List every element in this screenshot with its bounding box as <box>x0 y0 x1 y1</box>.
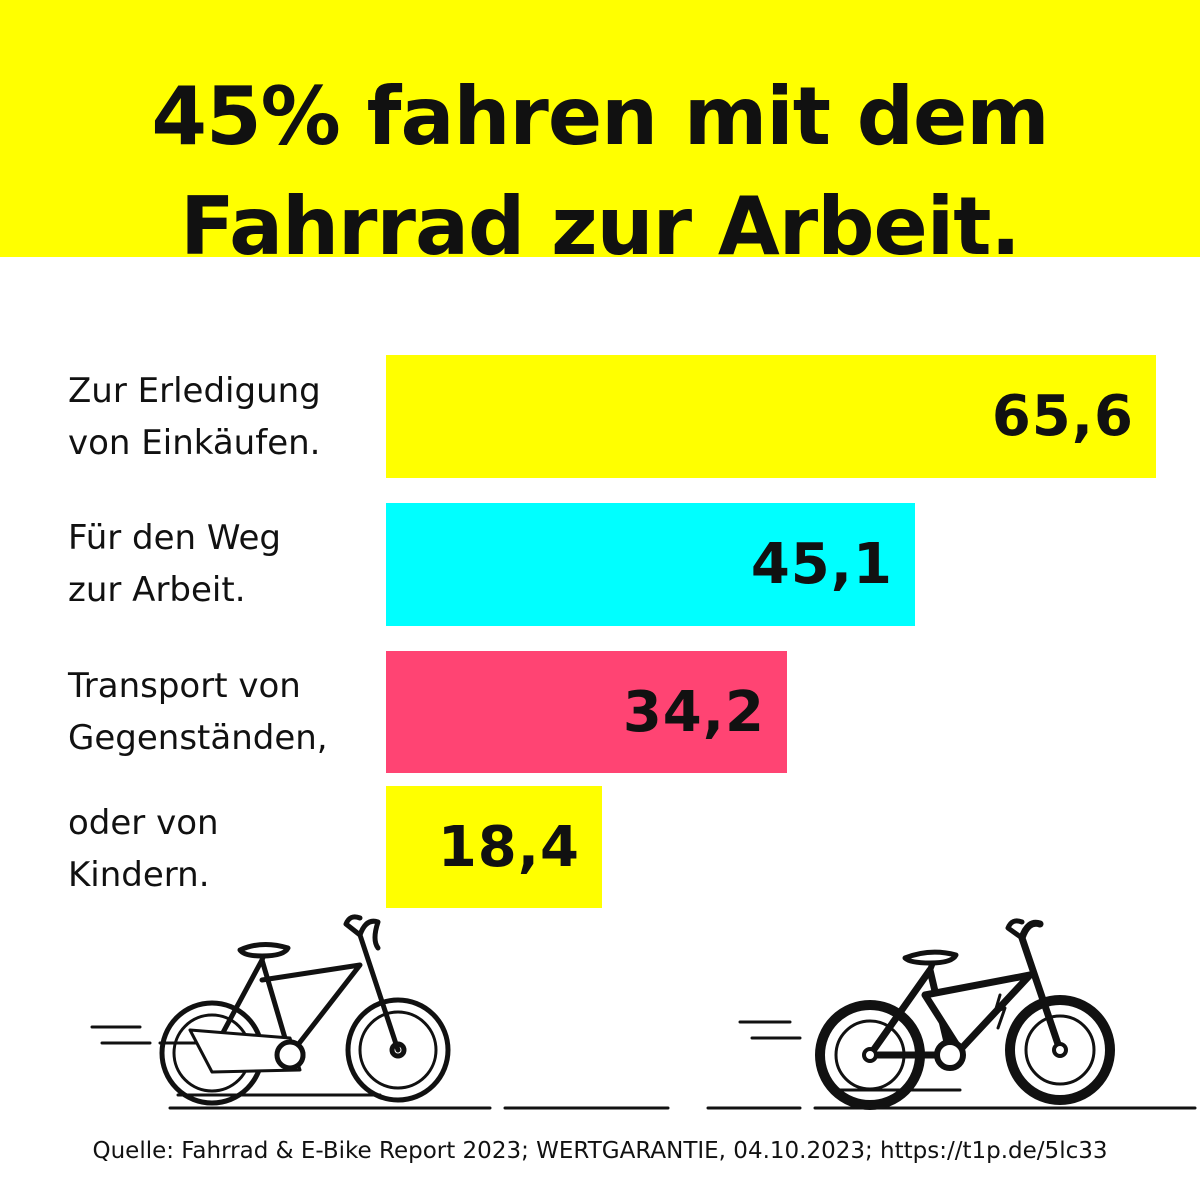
bikes-illustration <box>90 914 1197 1110</box>
category-label: oder von Kindern. <box>68 803 219 895</box>
category-label: Für den Weg zur Arbeit. <box>68 518 282 610</box>
e-bike-icon <box>738 918 1115 1110</box>
category-label: Zur Erledigung von Einkäufen. <box>68 371 321 463</box>
bar: 34,2 <box>386 651 787 773</box>
category-label: Transport von Gegenständen, <box>68 666 328 758</box>
bicycle-icon <box>90 914 451 1106</box>
bar: 65,6 <box>386 355 1156 478</box>
bar: 45,1 <box>386 503 915 626</box>
source-note: Quelle: Fahrrad & E-Bike Report 2023; WE… <box>92 1138 1108 1164</box>
bar: 18,4 <box>386 786 602 908</box>
bar-value-label: 18,4 <box>437 814 580 880</box>
bar-value-label: 45,1 <box>750 532 893 597</box>
page-title: 45% fahren mit dem Fahrrad zur Arbeit. <box>151 70 1049 273</box>
bar-value-label: 34,2 <box>622 679 765 745</box>
title-banner <box>0 0 1200 257</box>
bar-value-label: 65,6 <box>991 384 1134 449</box>
